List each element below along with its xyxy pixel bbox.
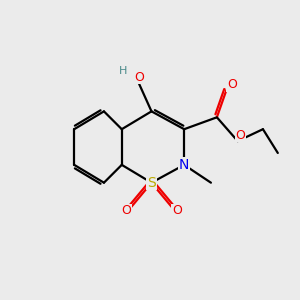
Text: H: H [119, 66, 128, 76]
Text: S: S [147, 176, 156, 190]
Text: O: O [236, 129, 246, 142]
Text: O: O [121, 204, 131, 218]
Text: O: O [227, 78, 237, 91]
Text: O: O [135, 71, 145, 84]
Text: O: O [172, 204, 182, 218]
Text: N: N [179, 158, 189, 172]
